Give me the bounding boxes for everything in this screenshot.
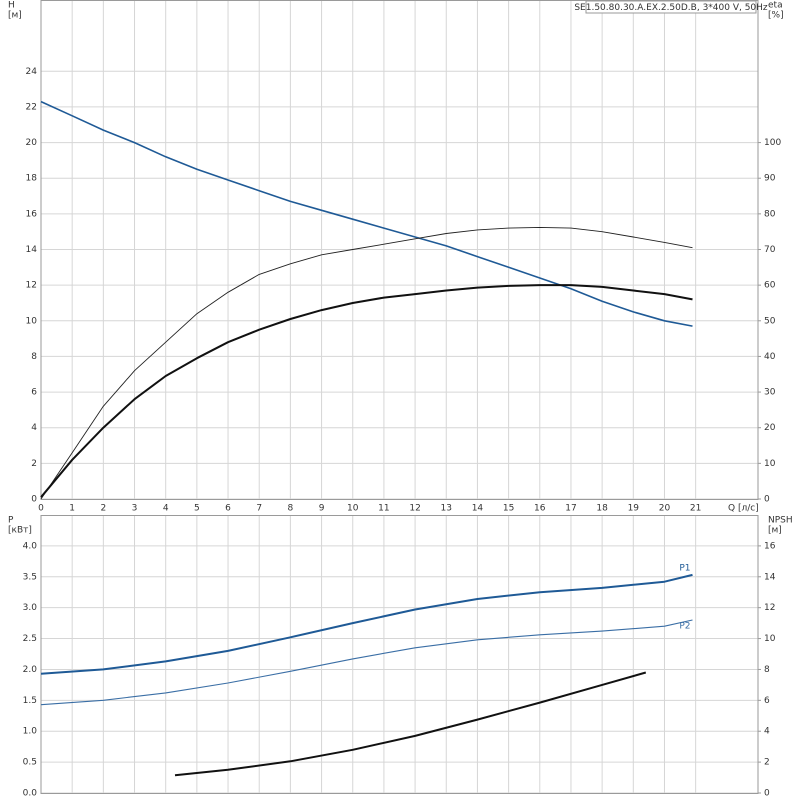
y-tick-label: 3.5 [23,572,37,582]
x-tick-label: 1 [69,504,75,514]
y2-tick-label: 100 [764,138,781,148]
y2-tick-label: 70 [764,245,776,255]
y2-tick-label: 2 [764,758,770,768]
y-tick-label: 16 [26,209,38,219]
y-tick-label: 2.0 [23,665,38,675]
y-tick-label: 14 [26,245,38,255]
y-tick-label: 1.5 [23,696,37,706]
y2-tick-label: 30 [764,388,776,398]
y-tick-label: 6 [31,388,37,398]
y-tick-label: 4.0 [23,541,38,551]
y-tick-label: 22 [26,102,37,112]
y-tick-label: 24 [26,67,38,77]
x-tick-label: 10 [347,504,359,514]
y-tick-label: 2 [31,459,37,469]
y2-tick-label: 6 [764,696,770,706]
y2-tick-label: 40 [764,352,776,362]
series-label: P2 [679,622,690,632]
x-tick-label: 14 [472,504,484,514]
x-axis-title: Q [л/с] [728,504,759,514]
y-tick-label: 0.5 [23,758,37,768]
annotation: SE1.50.80.30.A.EX.2.50D.B, 3*400 V, 50Hz [574,3,768,13]
y2-tick-label: 0 [764,789,770,799]
y2-tick-label: 80 [764,209,776,219]
x-tick-label: 12 [409,504,420,514]
y-tick-label: 18 [26,174,38,184]
y-axis-title: P [8,516,14,526]
y2-axis-title: eta [768,1,783,11]
y2-tick-label: 10 [764,634,776,644]
x-tick-label: 3 [132,504,138,514]
y2-tick-label: 20 [764,423,776,433]
plot-frame [40,0,759,500]
x-tick-label: 9 [319,504,325,514]
y2-tick-label: 90 [764,174,776,184]
x-tick-label: 0 [38,504,44,514]
x-tick-label: 11 [378,504,389,514]
y2-tick-label: 4 [764,727,770,737]
series-line [40,100,693,327]
y-tick-label: 4 [31,423,37,433]
y2-tick-label: 12 [764,603,775,613]
y-axis-unit: [м] [8,11,22,21]
y2-axis-unit: [м] [768,526,782,536]
x-tick-label: 7 [256,504,262,514]
x-tick-label: 20 [659,504,671,514]
y2-tick-label: 8 [764,665,770,675]
y2-tick-label: 10 [764,459,776,469]
x-tick-label: 6 [225,504,231,514]
y-tick-label: 10 [26,316,38,326]
series-line [40,573,693,675]
x-tick-label: 15 [503,504,514,514]
y-tick-label: 0.0 [23,789,38,799]
y-tick-label: 2.5 [23,634,37,644]
series-line [40,619,693,706]
y-axis-unit: [кВт] [8,526,32,536]
x-tick-label: 19 [628,504,640,514]
y-tick-label: 12 [26,281,37,291]
y2-tick-label: 0 [764,495,770,505]
series-line [174,671,647,777]
plot-frame [40,515,759,794]
x-tick-label: 5 [194,504,200,514]
x-tick-label: 16 [534,504,546,514]
x-tick-label: 2 [100,504,106,514]
y-tick-label: 8 [31,352,37,362]
series-line [40,226,693,500]
x-tick-label: 8 [288,504,294,514]
y-tick-label: 0 [31,495,37,505]
y2-tick-label: 50 [764,316,776,326]
y2-axis-title: NPSH [768,516,793,526]
y-tick-label: 3.0 [23,603,38,613]
x-tick-label: 21 [690,504,701,514]
series-label: P1 [679,563,690,573]
y2-tick-label: 60 [764,281,776,291]
x-tick-label: 4 [163,504,169,514]
y-axis-title: H [8,1,15,11]
y-tick-label: 20 [26,138,38,148]
y2-axis-unit: [%] [768,11,784,21]
y2-tick-label: 16 [764,541,776,551]
x-tick-label: 18 [596,504,608,514]
series-line [40,284,693,498]
y2-tick-label: 14 [764,572,776,582]
y-tick-label: 1.0 [23,727,38,737]
annotation-box [585,0,757,14]
x-tick-label: 13 [441,504,452,514]
x-tick-label: 17 [565,504,576,514]
